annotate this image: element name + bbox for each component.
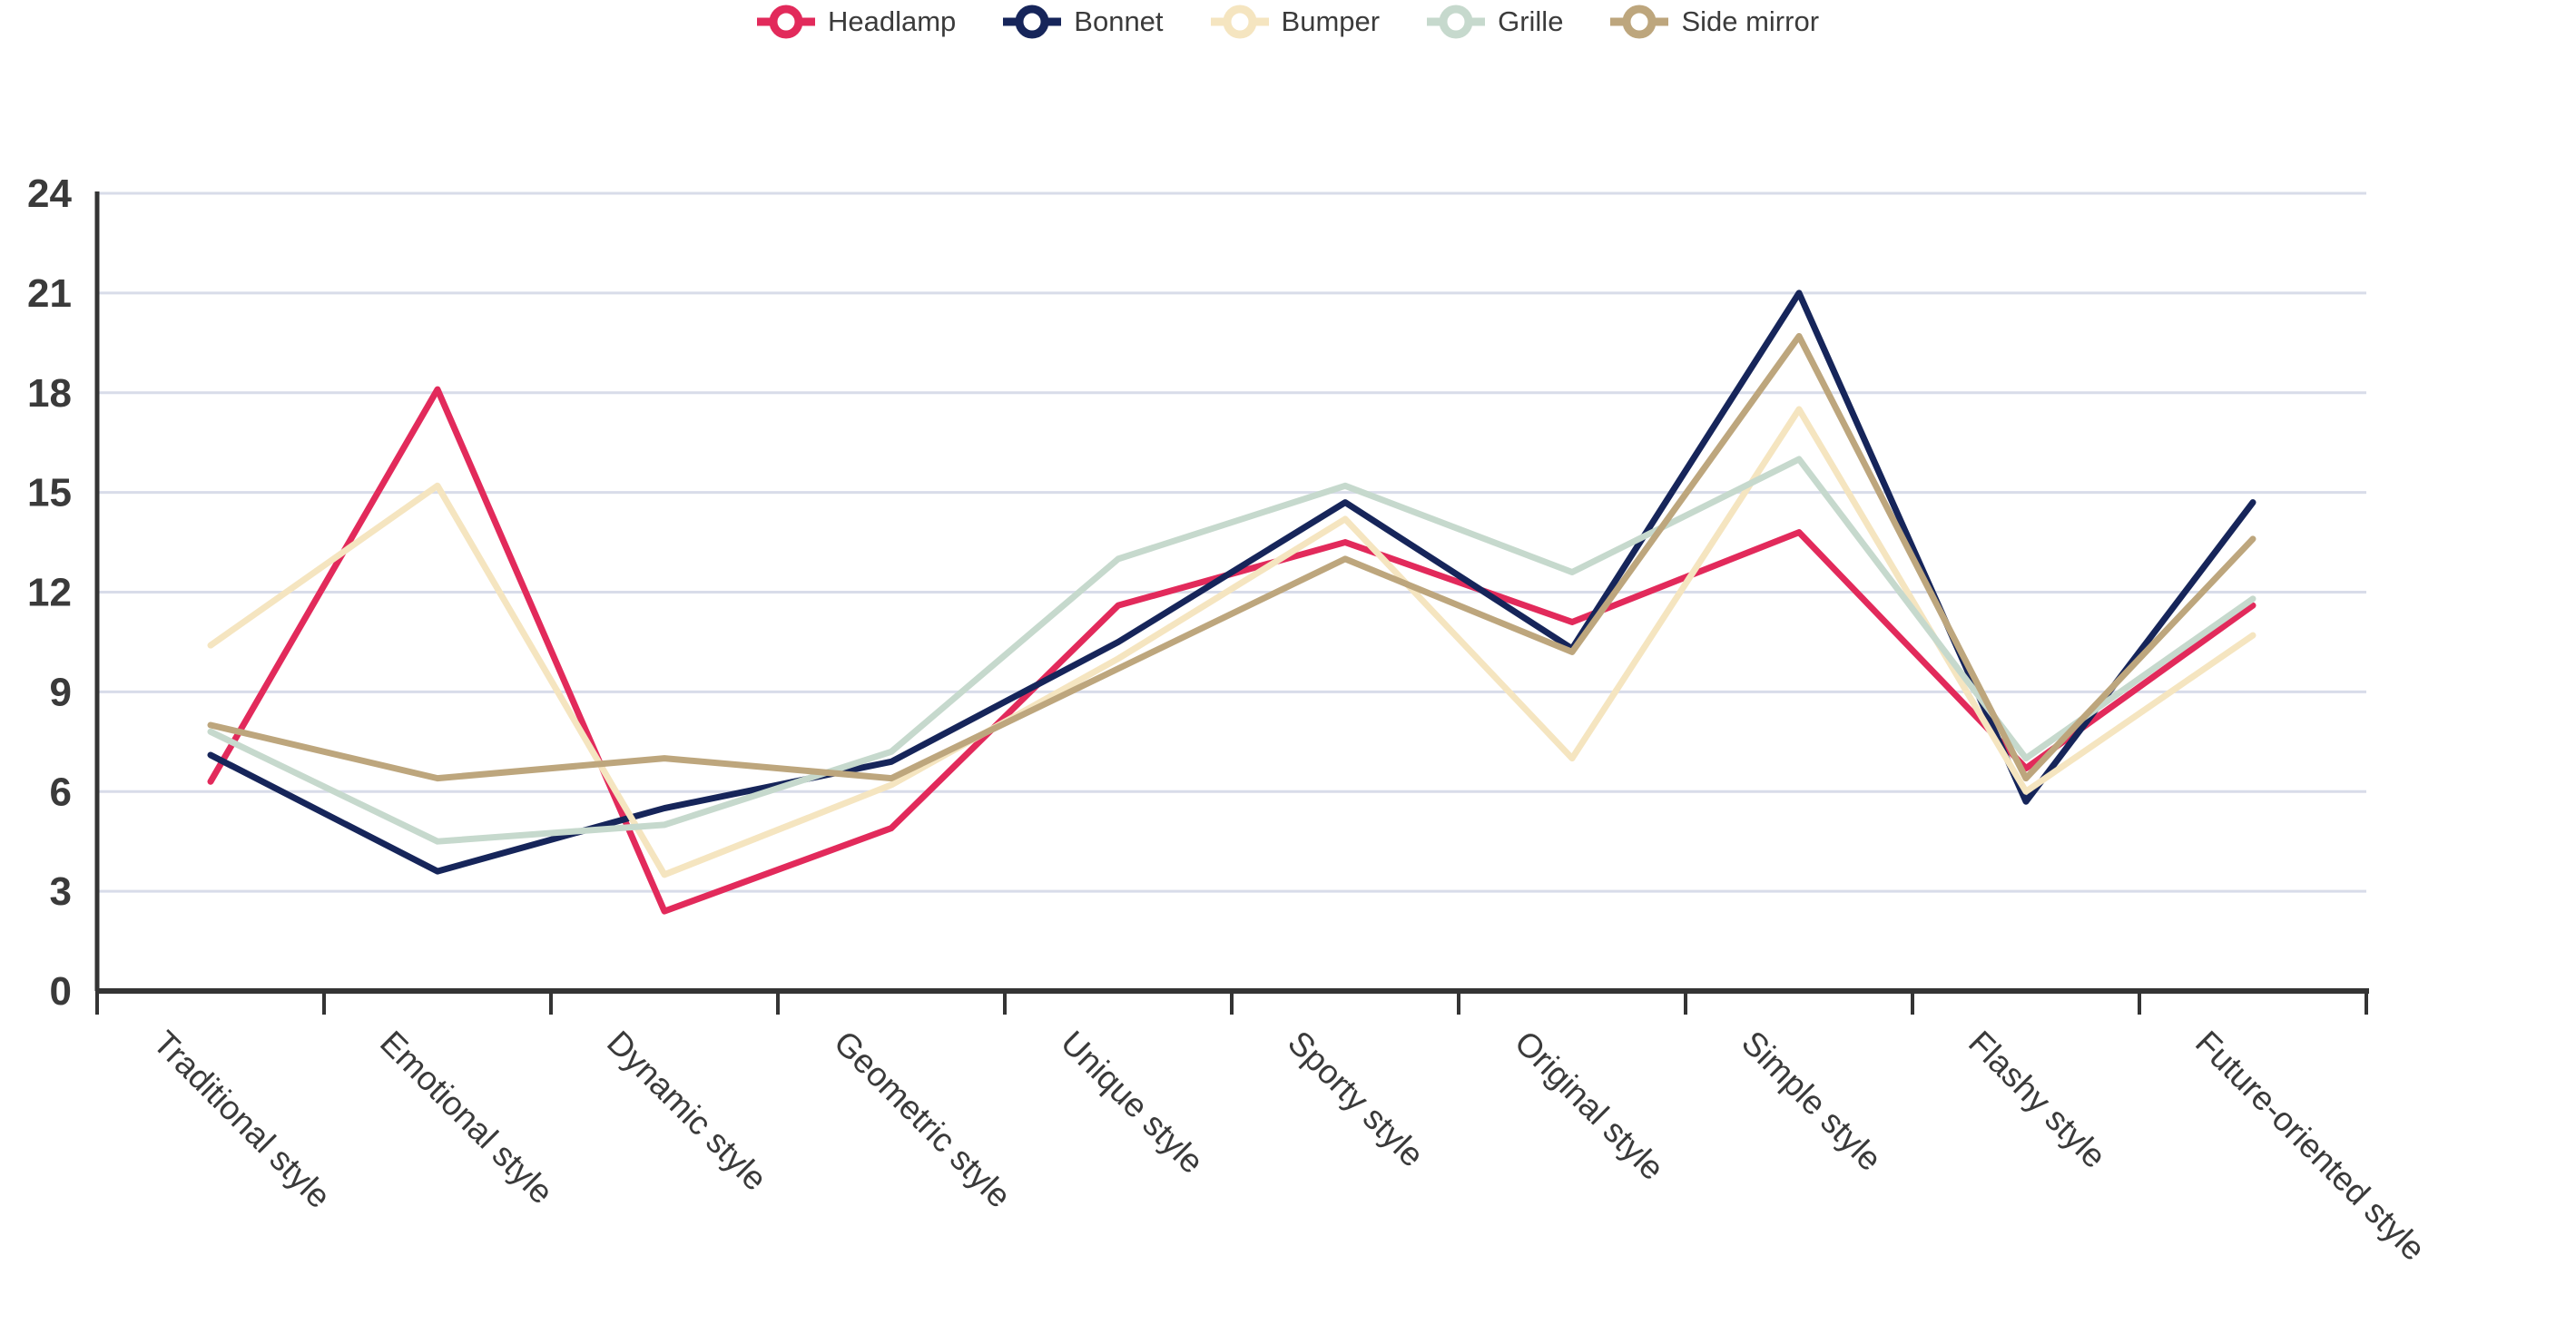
legend-label: Headlamp xyxy=(827,5,957,37)
gridlines xyxy=(97,191,2366,893)
legend-marker-ring xyxy=(1439,5,1473,39)
legend-item-bumper: Bumper xyxy=(1210,2,1381,42)
legend-item-bonnet: Bonnet xyxy=(1003,2,1164,42)
series-lines xyxy=(207,289,2256,915)
y-tick-label-24: 24 xyxy=(27,172,72,216)
legend-marker-ring xyxy=(769,5,803,39)
legend-marker-side-mirror-icon xyxy=(1610,5,1669,39)
legend-label: Grille xyxy=(1498,5,1564,37)
legend-item-side-mirror: Side mirror xyxy=(1610,2,1819,42)
axes xyxy=(94,191,2369,1015)
legend-marker-bonnet-icon xyxy=(1003,5,1062,39)
legend-marker-headlamp-icon xyxy=(756,5,815,39)
y-axis-labels: 0 3 6 9 12 15 18 21 24 xyxy=(27,172,72,1014)
y-tick-label-21: 21 xyxy=(27,271,72,316)
y-tick-label-6: 6 xyxy=(50,770,72,814)
chart-legend: Headlamp Bonnet Bumper Grille Side mirror xyxy=(0,2,2576,42)
legend-label: Bumper xyxy=(1281,5,1381,37)
y-tick-label-18: 18 xyxy=(27,371,72,416)
legend-item-grille: Grille xyxy=(1427,2,1563,42)
legend-marker-ring xyxy=(1015,5,1049,39)
legend-marker-bumper-icon xyxy=(1210,5,1269,39)
y-tick-label-0: 0 xyxy=(50,969,72,1014)
series-line-bumper xyxy=(207,406,2256,878)
legend-item-headlamp: Headlamp xyxy=(756,2,957,42)
series-line-bonnet xyxy=(207,289,2256,875)
y-tick-label-12: 12 xyxy=(27,571,72,615)
y-tick-label-9: 9 xyxy=(50,670,72,714)
y-tick-label-3: 3 xyxy=(50,869,72,914)
legend-label: Bonnet xyxy=(1074,5,1164,37)
series-line-side-mirror xyxy=(207,332,2256,782)
legend-marker-ring xyxy=(1622,5,1657,39)
y-tick-label-15: 15 xyxy=(27,471,72,515)
legend-label: Side mirror xyxy=(1681,5,1820,37)
series-line-grille xyxy=(207,456,2256,845)
legend-marker-grille-icon xyxy=(1427,5,1486,39)
legend-marker-ring xyxy=(1223,5,1257,39)
